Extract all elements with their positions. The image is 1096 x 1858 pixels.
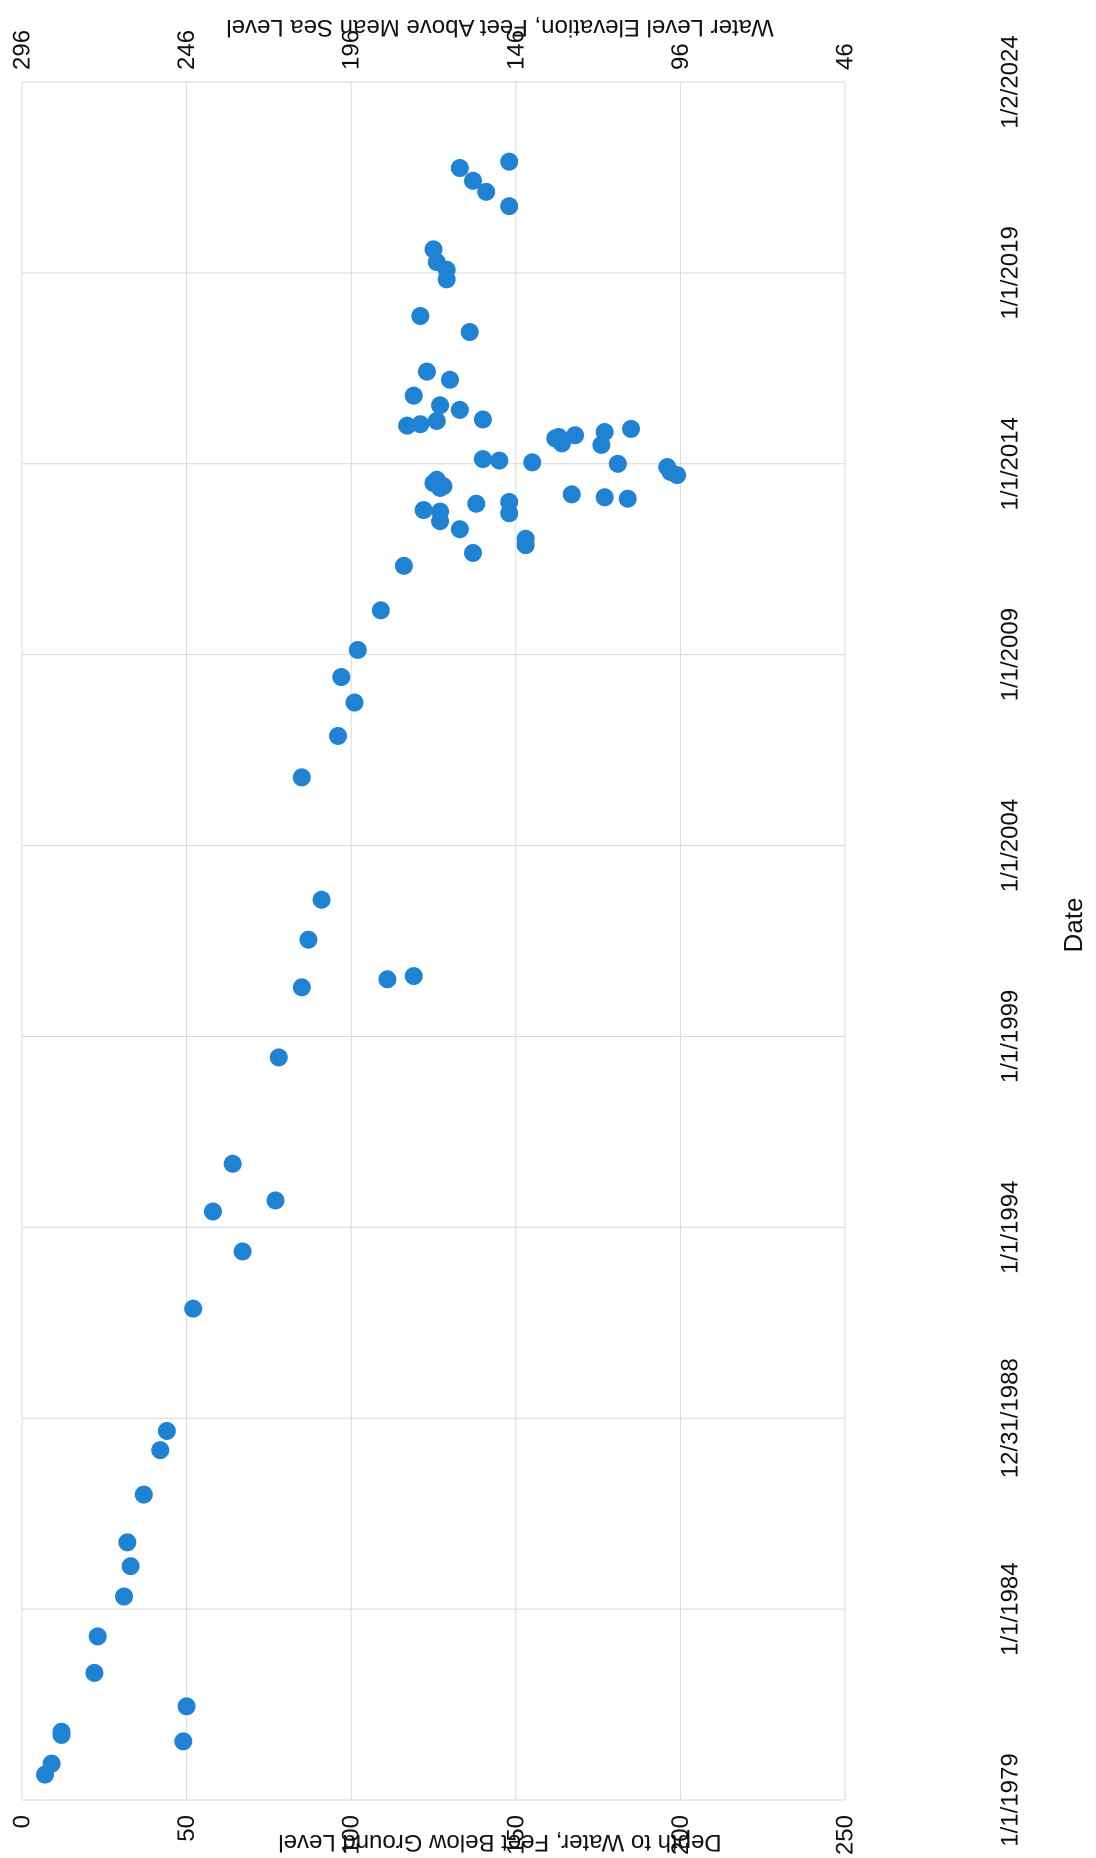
- data-point: [266, 1191, 285, 1210]
- data-point: [398, 416, 417, 435]
- data-point: [595, 423, 614, 442]
- data-point: [658, 458, 677, 477]
- data-point: [562, 485, 581, 504]
- depth-tick-label: 150: [502, 1815, 529, 1855]
- depth-tick-labels: 0 50 100 150 200 250: [9, 1815, 859, 1855]
- data-point: [490, 451, 509, 470]
- elevation-tick-labels: 296 246 196 146 96 46: [9, 30, 859, 70]
- data-point: [42, 1754, 61, 1773]
- data-point: [424, 240, 443, 259]
- data-point: [332, 668, 351, 687]
- data-point: [500, 197, 519, 216]
- data-point: [177, 1697, 196, 1716]
- date-tick-label: 1/1/2009: [997, 608, 1024, 701]
- data-point: [299, 930, 318, 949]
- date-tick-label: 1/1/1979: [997, 1753, 1024, 1846]
- data-point: [371, 601, 390, 620]
- depth-tick-label: 250: [832, 1815, 859, 1855]
- elevation-tick-label: 196: [338, 30, 365, 70]
- date-tick-label: 1/1/2014: [997, 417, 1024, 510]
- data-point: [411, 415, 430, 434]
- date-tick-label: 1/1/1999: [997, 990, 1024, 1083]
- data-point: [450, 520, 469, 539]
- date-tick-labels: 1/1/1979 1/1/1984 12/31/1988 1/1/1994 1/1/19…: [997, 35, 1024, 1846]
- data-point: [329, 726, 348, 745]
- data-point: [115, 1587, 134, 1606]
- elevation-tick-label: 296: [9, 30, 36, 70]
- data-point: [345, 693, 364, 712]
- data-point: [464, 171, 483, 190]
- data-point: [523, 453, 542, 472]
- data-point: [549, 427, 568, 446]
- data-point: [440, 370, 459, 389]
- depth-tick-label: 100: [338, 1815, 365, 1855]
- data-point: [394, 556, 413, 575]
- data-point: [174, 1732, 193, 1751]
- data-point: [292, 768, 311, 787]
- data-point: [157, 1421, 176, 1440]
- data-point: [618, 489, 637, 508]
- data-point: [348, 640, 367, 659]
- date-tick-label: 1/1/2004: [997, 799, 1024, 892]
- elevation-axis-label: Water Level Elevation, Feet Above Mean S…: [226, 14, 773, 41]
- data-point: [464, 543, 483, 562]
- data-point: [431, 502, 450, 521]
- data-point: [595, 488, 614, 507]
- date-tick-label: 1/1/1994: [997, 1181, 1024, 1274]
- data-point: [118, 1533, 137, 1552]
- data-point: [121, 1557, 140, 1576]
- data-point: [622, 419, 641, 438]
- data-point: [223, 1154, 242, 1173]
- data-point: [233, 1242, 252, 1261]
- data-point: [414, 501, 433, 520]
- data-point: [477, 182, 496, 201]
- date-tick-label: 12/31/1988: [997, 1358, 1024, 1478]
- depth-axis-label: Depth to Water, Feet Below Ground Level: [278, 1829, 721, 1856]
- date-tick-label: 1/2/2024: [997, 35, 1024, 128]
- elevation-tick-label: 96: [667, 43, 694, 70]
- data-point: [134, 1485, 153, 1504]
- data-point: [566, 426, 585, 445]
- data-point: [88, 1627, 107, 1646]
- data-point: [500, 152, 519, 171]
- data-point: [411, 307, 430, 326]
- data-point: [473, 410, 492, 429]
- data-point: [404, 386, 423, 405]
- data-point: [52, 1722, 71, 1741]
- data-point: [404, 967, 423, 986]
- data-points: [36, 152, 687, 1784]
- data-point: [151, 1441, 170, 1460]
- data-point: [431, 396, 450, 415]
- depth-tick-label: 200: [667, 1815, 694, 1855]
- data-point: [516, 529, 535, 548]
- data-point: [473, 450, 492, 469]
- elevation-tick-label: 146: [502, 30, 529, 70]
- elevation-tick-label: 246: [173, 30, 200, 70]
- data-point: [203, 1202, 222, 1221]
- data-point: [450, 159, 469, 178]
- data-point: [312, 890, 331, 909]
- elevation-tick-label: 46: [832, 43, 859, 70]
- data-point: [427, 411, 446, 430]
- data-point: [467, 494, 486, 513]
- data-point: [85, 1663, 104, 1682]
- data-point: [434, 477, 453, 496]
- data-point: [269, 1048, 288, 1067]
- data-point: [378, 970, 397, 989]
- data-point: [292, 978, 311, 997]
- date-axis-label: Date: [1058, 898, 1088, 953]
- data-point: [460, 323, 479, 342]
- data-point: [500, 492, 519, 511]
- data-point: [450, 400, 469, 419]
- date-tick-label: 1/1/1984: [997, 1562, 1024, 1655]
- data-point: [417, 362, 436, 381]
- depth-tick-label: 50: [173, 1815, 200, 1842]
- data-point: [184, 1299, 203, 1318]
- data-point: [608, 454, 627, 473]
- date-tick-label: 1/1/2019: [997, 226, 1024, 319]
- depth-tick-label: 0: [9, 1815, 36, 1828]
- gridlines: [21, 81, 846, 1801]
